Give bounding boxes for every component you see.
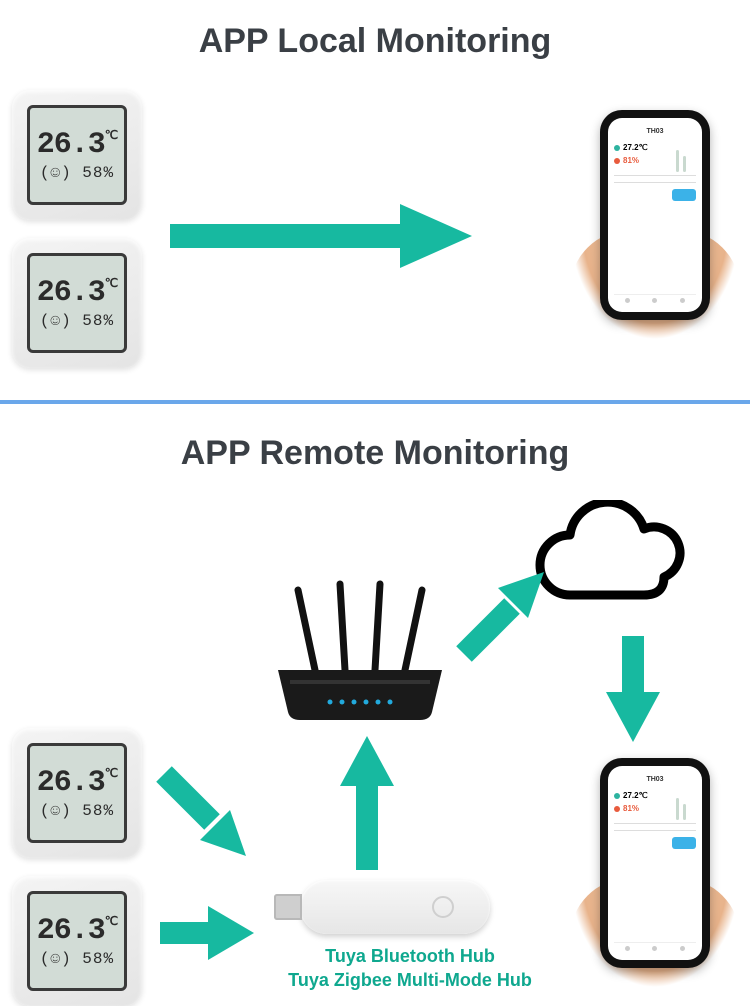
sensor-lcd: 26.3℃ (☺) 58% — [27, 891, 127, 991]
sensor-lcd: 26.3℃ (☺) 58% — [27, 105, 127, 205]
temp-dot-icon — [614, 793, 620, 799]
arrow-right-icon — [160, 196, 480, 276]
arrow-down-icon — [598, 628, 668, 748]
phone-with-app: TH03 27.2℃ 81% — [600, 758, 710, 968]
app-tabs — [614, 175, 696, 183]
sensor-temp: 26.3 — [37, 766, 105, 800]
sensor-humidity: (☺) 58% — [40, 164, 114, 182]
title-remote: APP Remote Monitoring — [0, 434, 750, 473]
app-humidity: 81% — [623, 804, 639, 813]
sensor-device: 26.3℃ (☺) 58% — [12, 90, 142, 220]
hub-label-line1: Tuya Bluetooth Hub — [250, 944, 570, 968]
temp-dot-icon — [614, 145, 620, 151]
sensor-temp-unit: ℃ — [105, 129, 117, 143]
humidity-dot-icon — [614, 806, 620, 812]
app-humidity: 81% — [623, 156, 639, 165]
sensor-humidity: (☺) 58% — [40, 312, 114, 330]
sensor-temp: 26.3 — [37, 276, 105, 310]
sensor-lcd: 26.3℃ (☺) 58% — [27, 253, 127, 353]
sensor-temp-unit: ℃ — [105, 767, 117, 781]
section-divider — [0, 400, 750, 404]
app-bottom-nav — [614, 294, 696, 306]
arrow-diag-icon — [150, 760, 260, 870]
sensor-temp-unit: ℃ — [105, 915, 117, 929]
sensor-lcd: 26.3℃ (☺) 58% — [27, 743, 127, 843]
hub-label: Tuya Bluetooth Hub Tuya Zigbee Multi-Mod… — [250, 944, 570, 993]
sensor-temp: 26.3 — [37, 914, 105, 948]
plant-decoration-icon — [672, 792, 690, 820]
sensor-humidity: (☺) 58% — [40, 802, 114, 820]
app-temp: 27.2℃ — [623, 143, 648, 152]
arrow-up-icon — [332, 730, 402, 880]
app-temp: 27.2℃ — [623, 791, 648, 800]
hub-label-line2: Tuya Zigbee Multi-Mode Hub — [250, 968, 570, 992]
app-bottom-nav — [614, 942, 696, 954]
usb-hub-icon — [300, 880, 490, 934]
sensor-device: 26.3℃ (☺) 58% — [12, 728, 142, 858]
sensor-temp-unit: ℃ — [105, 277, 117, 291]
sensor-device: 26.3℃ (☺) 58% — [12, 876, 142, 1006]
app-header: TH03 — [614, 128, 696, 135]
app-chip — [672, 837, 696, 849]
app-chip — [672, 189, 696, 201]
plant-decoration-icon — [672, 144, 690, 172]
sensor-humidity: (☺) 58% — [40, 950, 114, 968]
app-header: TH03 — [614, 776, 696, 783]
title-local: APP Local Monitoring — [0, 22, 750, 61]
sensor-temp: 26.3 — [37, 128, 105, 162]
sensor-device: 26.3℃ (☺) 58% — [12, 238, 142, 368]
router-icon — [260, 580, 460, 730]
humidity-dot-icon — [614, 158, 620, 164]
arrow-diag-up-icon — [448, 560, 558, 670]
arrow-right-icon — [150, 898, 260, 968]
app-tabs — [614, 823, 696, 831]
phone-with-app: TH03 27.2℃ 81% — [600, 110, 710, 320]
